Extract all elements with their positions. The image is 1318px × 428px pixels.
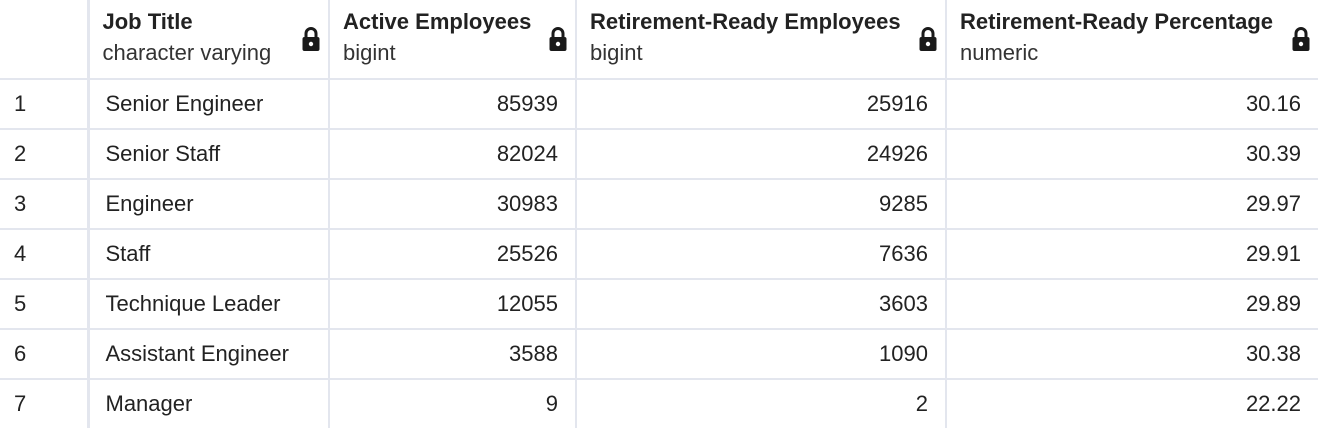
cell-retirement-ready-employees[interactable]: 7636 bbox=[576, 229, 947, 280]
cell-retirement-ready-employees[interactable]: 24926 bbox=[576, 129, 947, 180]
cell-active-employees[interactable]: 9 bbox=[329, 379, 577, 428]
lock-icon bbox=[549, 27, 567, 51]
column-name: Retirement-Ready Employees bbox=[590, 9, 901, 34]
row-number[interactable]: 7 bbox=[0, 379, 90, 428]
cell-retirement-ready-employees[interactable]: 2 bbox=[576, 379, 947, 428]
table-row[interactable]: 3 Engineer 30983 9285 29.97 bbox=[0, 179, 1318, 230]
lock-icon bbox=[919, 27, 937, 51]
cell-retirement-ready-employees[interactable]: 25916 bbox=[576, 79, 947, 130]
column-type: numeric bbox=[960, 40, 1039, 65]
cell-active-employees[interactable]: 82024 bbox=[329, 129, 577, 180]
row-number[interactable]: 6 bbox=[0, 329, 90, 380]
cell-retirement-ready-percentage[interactable]: 30.38 bbox=[946, 329, 1318, 380]
cell-active-employees[interactable]: 12055 bbox=[329, 279, 577, 330]
table-row[interactable]: 6 Assistant Engineer 3588 1090 30.38 bbox=[0, 329, 1318, 380]
column-header-job-title[interactable]: Job Title character varying bbox=[88, 0, 330, 80]
cell-active-employees[interactable]: 30983 bbox=[329, 179, 577, 230]
table-row[interactable]: 7 Manager 9 2 22.22 bbox=[0, 379, 1318, 428]
column-name: Job Title bbox=[102, 9, 193, 34]
column-type: bigint bbox=[590, 40, 643, 65]
cell-active-employees[interactable]: 25526 bbox=[329, 229, 577, 280]
column-header-retirement-ready-percentage[interactable]: Retirement-Ready Percentage numeric bbox=[946, 0, 1318, 80]
cell-job-title[interactable]: Staff bbox=[88, 229, 330, 280]
cell-job-title[interactable]: Senior Staff bbox=[88, 129, 330, 180]
cell-retirement-ready-percentage[interactable]: 22.22 bbox=[946, 379, 1318, 428]
cell-job-title[interactable]: Senior Engineer bbox=[88, 79, 330, 130]
row-number[interactable]: 1 bbox=[0, 79, 90, 130]
column-name: Active Employees bbox=[343, 9, 532, 34]
cell-job-title[interactable]: Engineer bbox=[88, 179, 330, 230]
header-row: Job Title character varying Active Emplo… bbox=[0, 0, 1318, 80]
lock-icon bbox=[302, 27, 320, 51]
column-type: character varying bbox=[102, 40, 272, 65]
column-header-active-employees[interactable]: Active Employees bigint bbox=[329, 0, 577, 80]
table-row[interactable]: 4 Staff 25526 7636 29.91 bbox=[0, 229, 1318, 280]
cell-retirement-ready-percentage[interactable]: 30.16 bbox=[946, 79, 1318, 130]
row-number[interactable]: 4 bbox=[0, 229, 90, 280]
cell-retirement-ready-employees[interactable]: 9285 bbox=[576, 179, 947, 230]
column-type: bigint bbox=[343, 40, 396, 65]
lock-icon bbox=[1292, 27, 1310, 51]
cell-job-title[interactable]: Assistant Engineer bbox=[88, 329, 330, 380]
cell-retirement-ready-percentage[interactable]: 29.97 bbox=[946, 179, 1318, 230]
cell-job-title[interactable]: Manager bbox=[88, 379, 330, 428]
row-number[interactable]: 3 bbox=[0, 179, 90, 230]
cell-job-title[interactable]: Technique Leader bbox=[88, 279, 330, 330]
column-header-retirement-ready-employees[interactable]: Retirement-Ready Employees bigint bbox=[576, 0, 947, 80]
column-name: Retirement-Ready Percentage bbox=[960, 9, 1274, 34]
cell-active-employees[interactable]: 3588 bbox=[329, 329, 577, 380]
row-number[interactable]: 5 bbox=[0, 279, 90, 330]
table-row[interactable]: 2 Senior Staff 82024 24926 30.39 bbox=[0, 129, 1318, 180]
row-number-header[interactable] bbox=[0, 0, 90, 80]
row-number[interactable]: 2 bbox=[0, 129, 90, 180]
cell-retirement-ready-percentage[interactable]: 29.91 bbox=[946, 229, 1318, 280]
cell-retirement-ready-employees[interactable]: 1090 bbox=[576, 329, 947, 380]
table-row[interactable]: 5 Technique Leader 12055 3603 29.89 bbox=[0, 279, 1318, 330]
cell-retirement-ready-employees[interactable]: 3603 bbox=[576, 279, 947, 330]
cell-retirement-ready-percentage[interactable]: 30.39 bbox=[946, 129, 1318, 180]
cell-retirement-ready-percentage[interactable]: 29.89 bbox=[946, 279, 1318, 330]
table-row[interactable]: 1 Senior Engineer 85939 25916 30.16 bbox=[0, 79, 1318, 130]
cell-active-employees[interactable]: 85939 bbox=[329, 79, 577, 130]
